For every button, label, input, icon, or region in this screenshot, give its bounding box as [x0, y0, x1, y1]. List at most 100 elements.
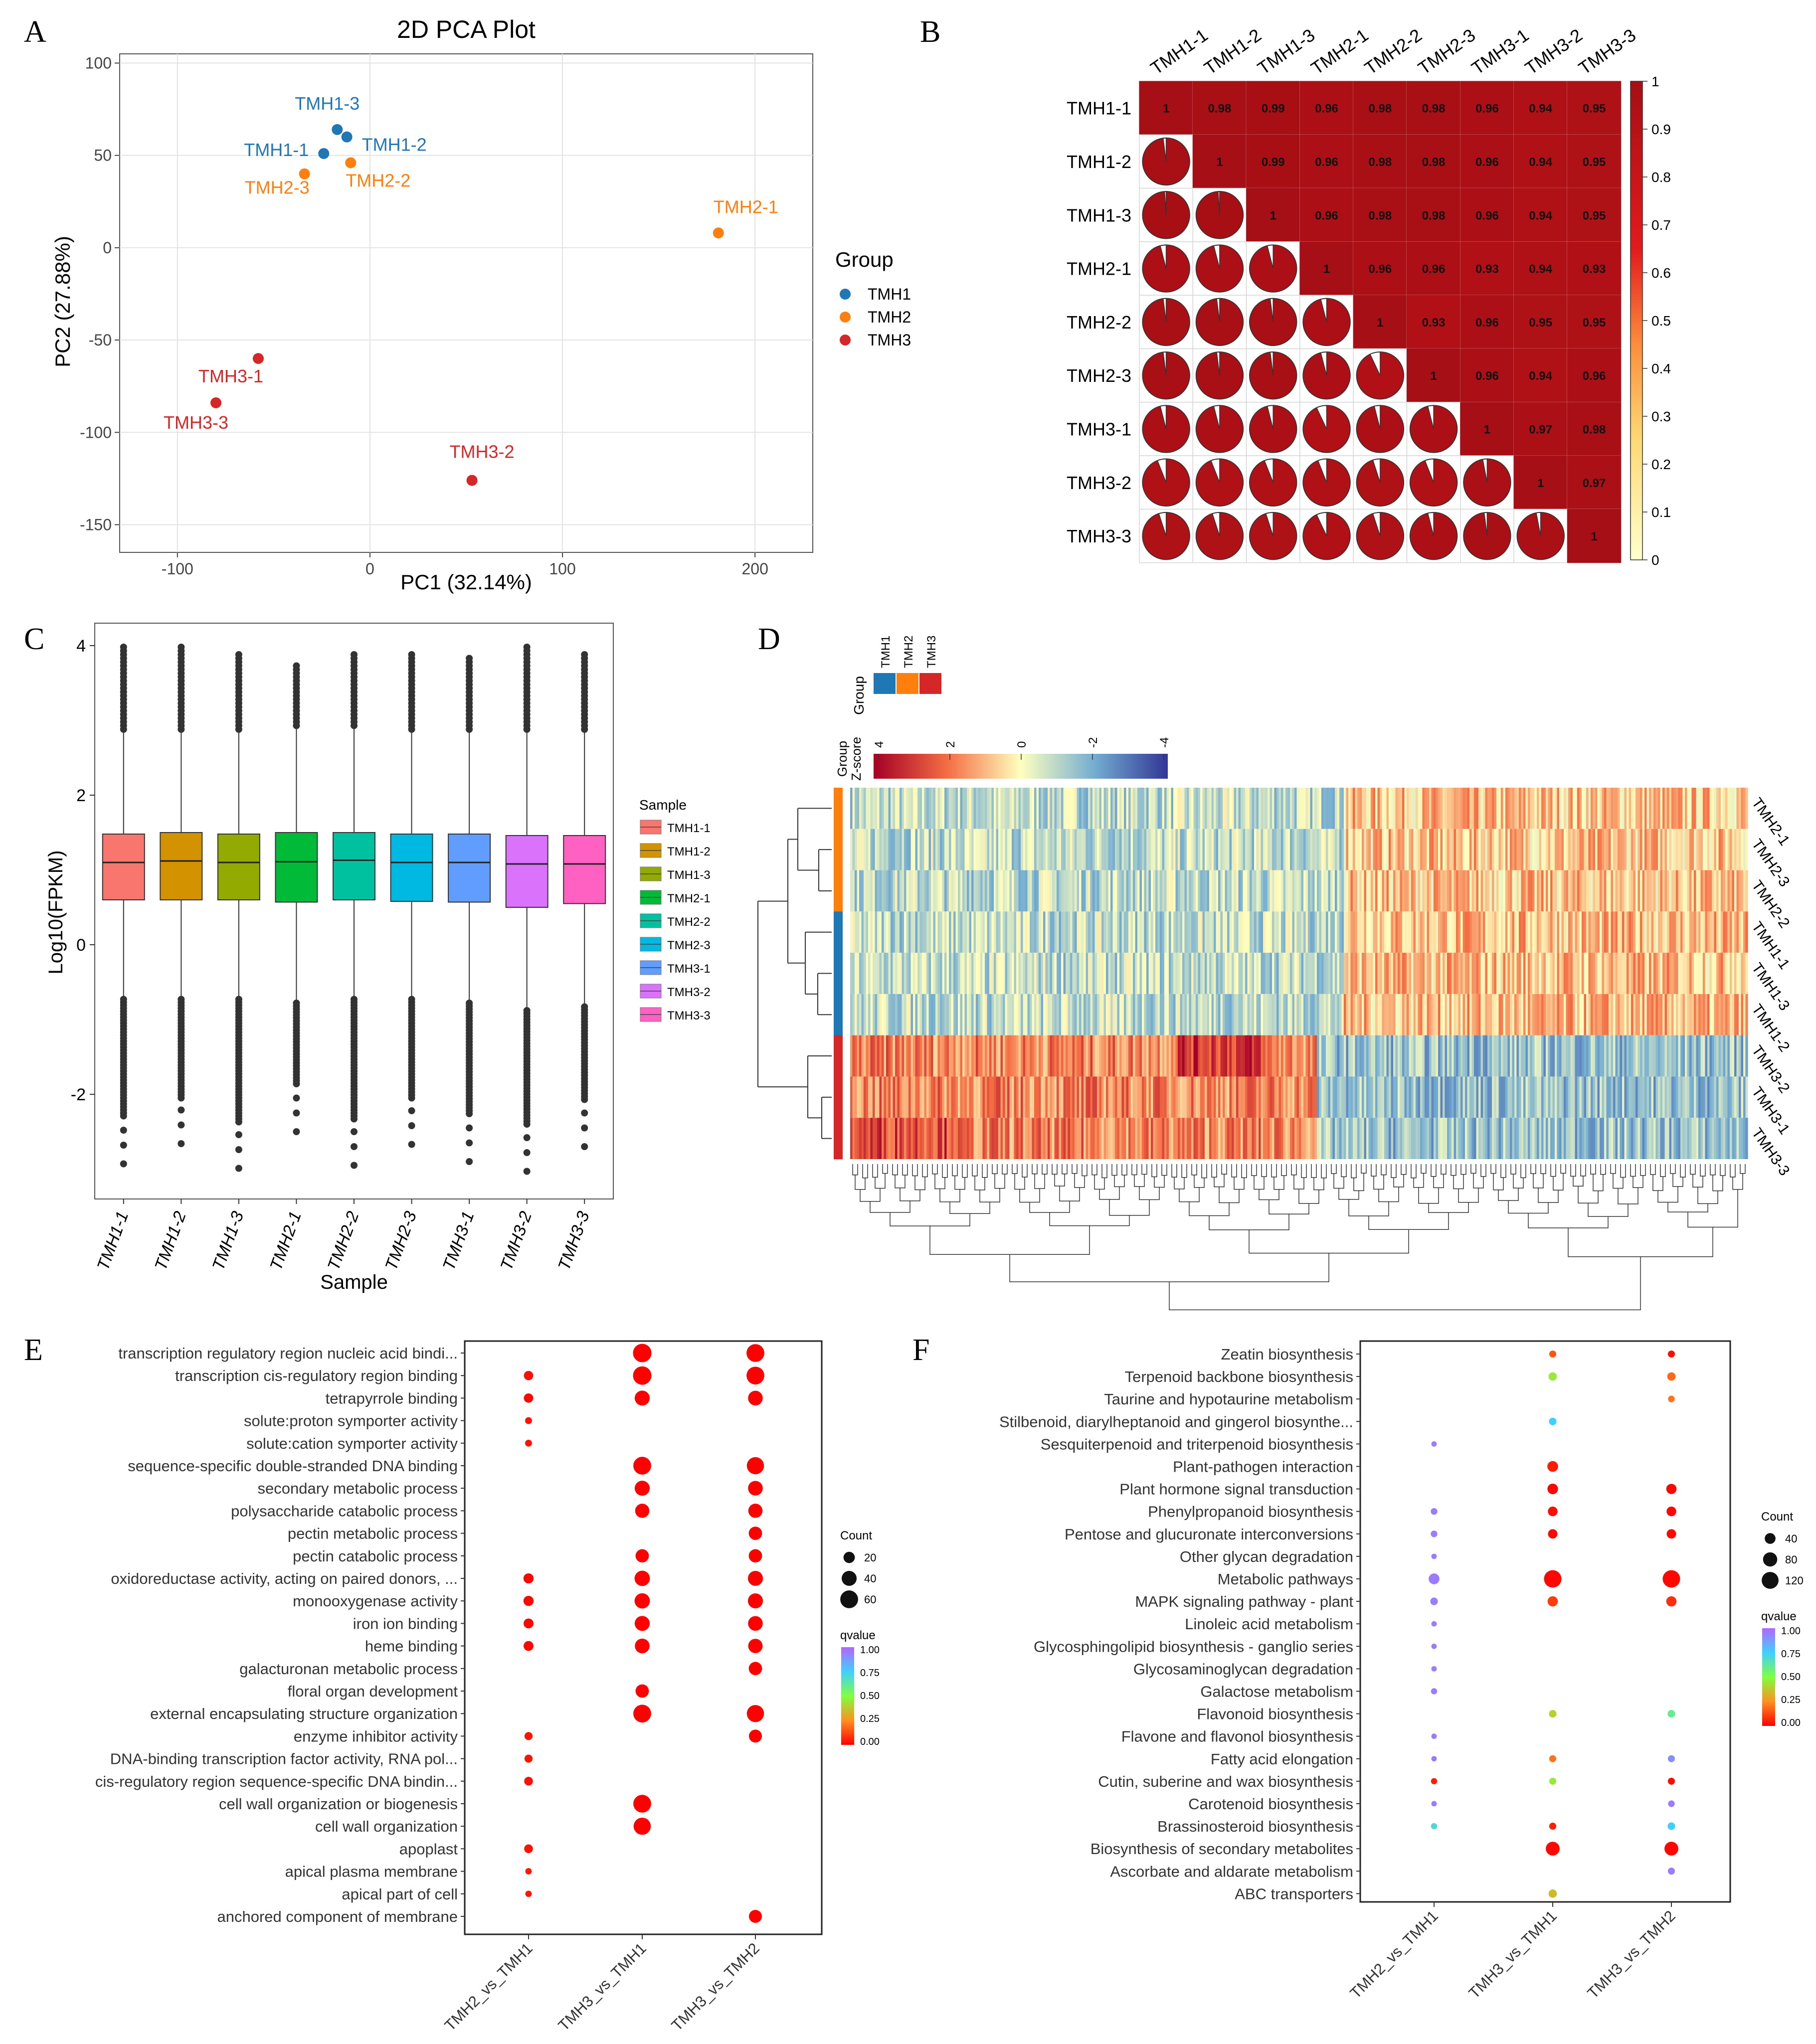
heatmap-cell — [1003, 788, 1006, 829]
heatmap-cell — [1703, 994, 1706, 1035]
heatmap-cell — [1126, 953, 1129, 994]
heatmap-cell — [1678, 911, 1681, 953]
heatmap-cell — [1395, 994, 1398, 1035]
box-tick-label-y: 2 — [76, 786, 86, 805]
heatmap-cell — [1418, 788, 1421, 829]
heatmap-cell — [1503, 1035, 1506, 1077]
go-term-label: apical plasma membrane — [285, 1863, 458, 1880]
heatmap-cell — [1115, 953, 1118, 994]
heatmap-cell — [1512, 994, 1515, 1035]
heatmap-cell — [1741, 788, 1744, 829]
heatmap-cell — [1727, 829, 1730, 870]
heatmap-cell — [1000, 870, 1003, 912]
go-dot — [524, 1641, 534, 1651]
heatmap-cell — [1344, 870, 1347, 912]
heatmap-cell — [1532, 870, 1535, 912]
heatmap-cell — [935, 1076, 938, 1118]
heatmap-cell — [1384, 1118, 1387, 1159]
heatmap-cell — [1436, 911, 1439, 953]
heatmap-cell — [1332, 1035, 1335, 1077]
heatmap-cell — [1278, 788, 1281, 829]
heatmap-cell — [1305, 911, 1308, 953]
heatmap-cell — [1642, 788, 1645, 829]
heatmap-cell — [1209, 1118, 1212, 1159]
heatmap-cell — [850, 829, 853, 870]
heatmap-cell — [1207, 953, 1210, 994]
go-dot — [748, 1729, 762, 1743]
heatmap-cell — [1146, 911, 1149, 953]
heatmap-cell — [1112, 1076, 1115, 1118]
box-outlier — [120, 644, 127, 651]
heatmap-col-dendrogram-branch — [1657, 1186, 1678, 1203]
heatmap-cell — [1727, 953, 1730, 994]
heatmap-cell — [1139, 1118, 1142, 1159]
heatmap-cell — [1678, 829, 1681, 870]
heatmap-cell — [1205, 911, 1208, 953]
heatmap-cell — [1252, 911, 1255, 953]
heatmap-cell — [917, 1035, 920, 1077]
heatmap-cell — [1487, 1035, 1490, 1077]
heatmap-cell — [1434, 870, 1437, 912]
heatmap-cell — [1642, 870, 1645, 912]
heatmap-cell — [1718, 911, 1721, 953]
heatmap-cell — [1205, 1035, 1208, 1077]
heatmap-cell — [1276, 1035, 1279, 1077]
heatmap-cell — [893, 911, 896, 953]
heatmap-cell — [1175, 953, 1178, 994]
correlation-value: 1 — [1484, 423, 1490, 436]
heatmap-cell — [1184, 829, 1187, 870]
heatmap-cell — [1631, 953, 1634, 994]
heatmap-cell — [1072, 1076, 1075, 1118]
heatmap-cell — [960, 911, 963, 953]
heatmap-cell — [870, 1118, 873, 1159]
heatmap-cell — [1730, 1076, 1733, 1118]
heatmap-cell — [1000, 953, 1003, 994]
heatmap-cell — [1380, 1035, 1383, 1077]
heatmap-cell — [1241, 994, 1244, 1035]
heatmap-cell — [1736, 994, 1739, 1035]
heatmap-column-dendrogram — [852, 1164, 1746, 1311]
heatmap-cell — [1398, 829, 1401, 870]
heatmap-cell — [976, 829, 979, 870]
heatmap-cell — [1084, 829, 1087, 870]
heatmap-cell — [879, 911, 882, 953]
heatmap-col-dendrogram-branch — [1109, 1199, 1150, 1216]
heatmap-cell — [868, 994, 871, 1035]
heatmap-cell — [1214, 994, 1217, 1035]
heatmap-cell — [1308, 788, 1311, 829]
heatmap-cell — [960, 994, 963, 1035]
heatmap-cell — [1391, 953, 1394, 994]
heatmap-cell — [1090, 1076, 1093, 1118]
heatmap-cell — [1359, 1076, 1362, 1118]
heatmap-cell — [870, 1076, 873, 1118]
heatmap-cell — [953, 788, 956, 829]
box-tick-label-y: -2 — [71, 1085, 86, 1104]
heatmap-group-bar-cell — [834, 911, 843, 953]
heatmap-cell — [1427, 1118, 1430, 1159]
heatmap-cell — [1716, 870, 1719, 912]
heatmap-cell — [1543, 829, 1546, 870]
pca-tick-label-y: 50 — [94, 147, 112, 165]
heatmap-cell — [1126, 1118, 1129, 1159]
heatmap-cell — [935, 994, 938, 1035]
heatmap-cell — [1709, 870, 1712, 912]
box-tick-label-x: TMH3-2 — [497, 1209, 536, 1273]
heatmap-cell — [1407, 870, 1410, 912]
heatmap-cell — [994, 829, 997, 870]
heatmap-cell — [919, 953, 922, 994]
heatmap-cell — [1429, 870, 1432, 912]
heatmap-cell — [1452, 994, 1454, 1035]
heatmap-cell — [1072, 994, 1075, 1035]
heatmap-cell — [926, 788, 929, 829]
heatmap-cell — [1393, 994, 1396, 1035]
heatmap-cell — [1528, 953, 1531, 994]
heatmap-cell — [1447, 994, 1450, 1035]
heatmap-cell — [1685, 829, 1688, 870]
correlation-pie — [1410, 405, 1458, 453]
heatmap-cell — [1103, 1118, 1106, 1159]
heatmap-cell — [1337, 788, 1340, 829]
heatmap-cell — [1314, 953, 1317, 994]
heatmap-cell — [1452, 870, 1454, 912]
correlation-pie — [1356, 458, 1404, 507]
heatmap-col-dendrogram-branch — [1480, 1164, 1486, 1177]
